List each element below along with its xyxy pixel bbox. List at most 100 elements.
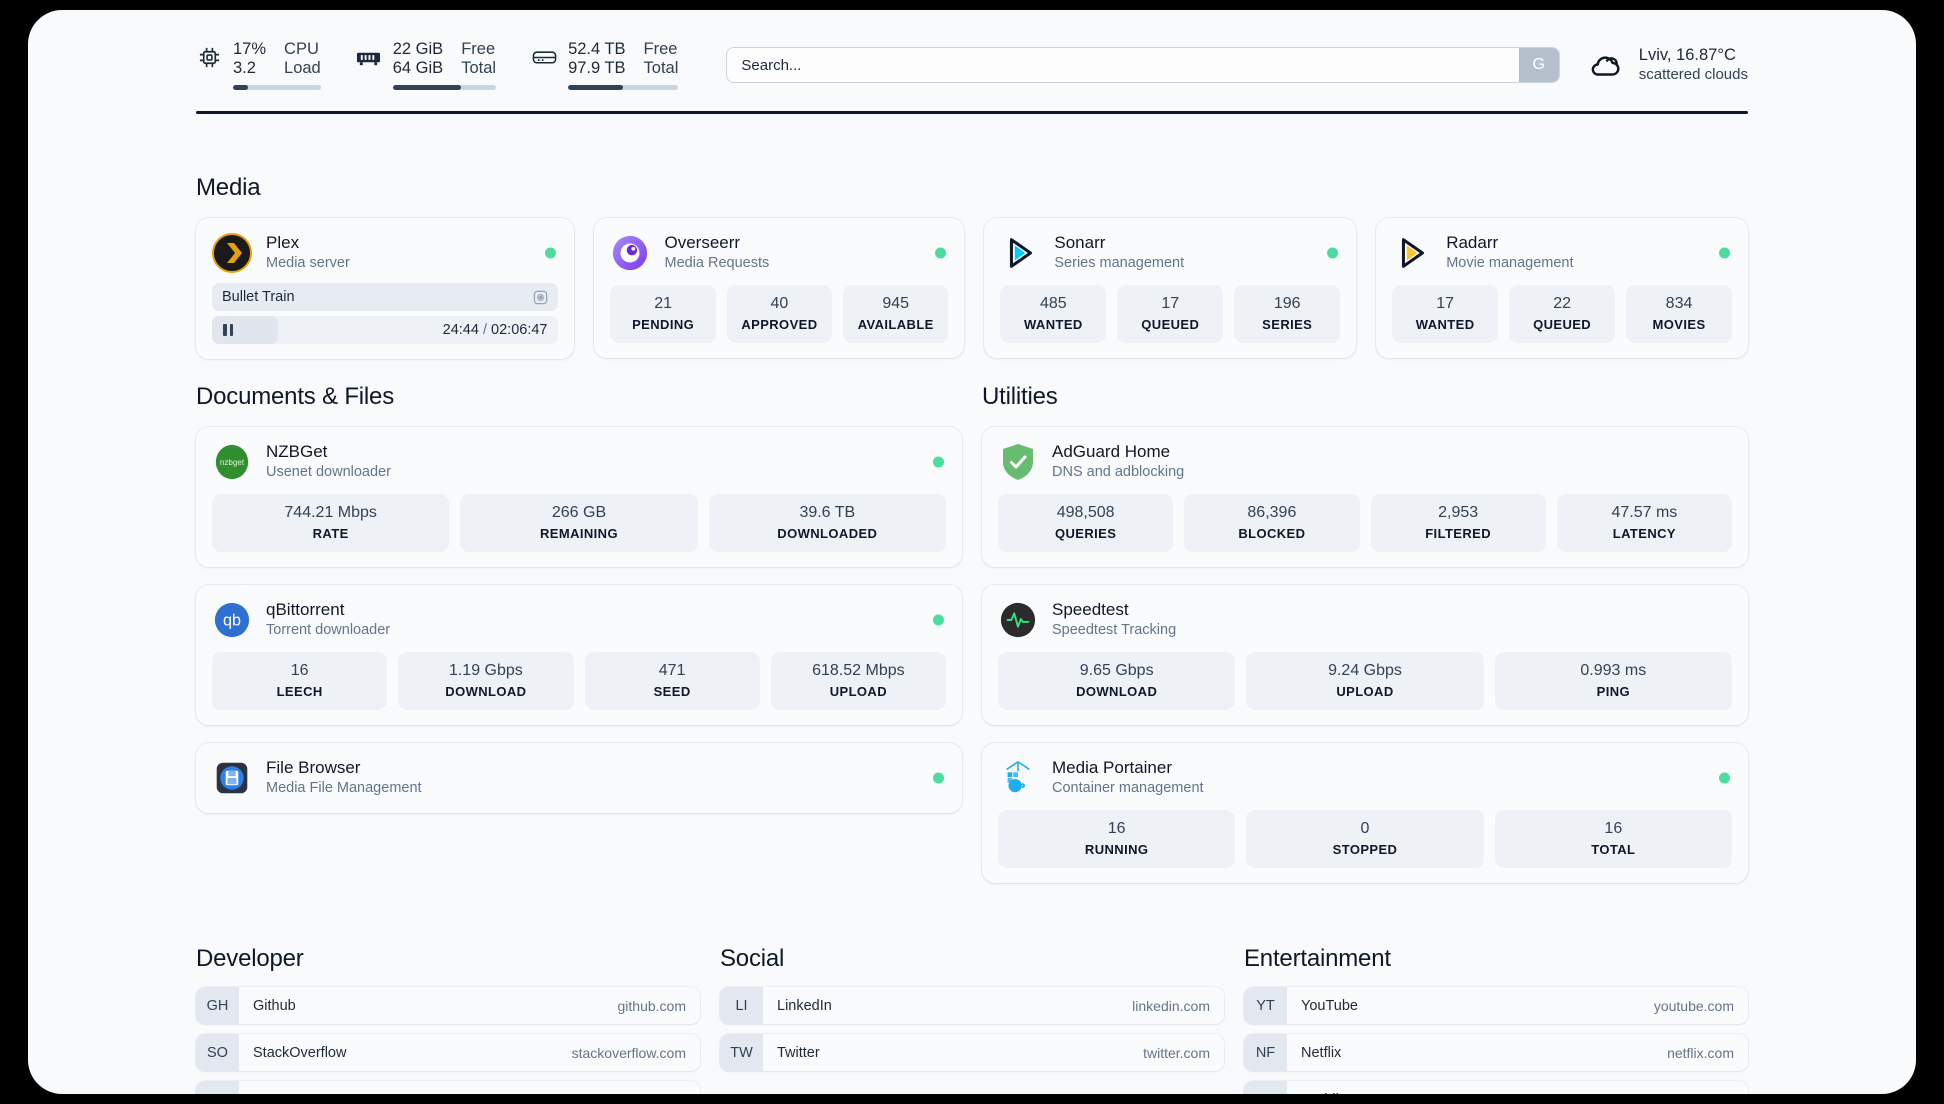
stats-row: 16 RUNNING 0 STOPPED 16 TOTAL [998,810,1732,868]
disk-label-top: Free [643,40,678,58]
stat-item: 0 STOPPED [1246,810,1484,868]
stat-item: 196 SERIES [1234,285,1341,343]
bookmark-item[interactable]: RE Reddit reddit.com [1244,1081,1748,1094]
card-overseerr[interactable]: Overseerr Media Requests 21 PENDING 40 A… [594,218,965,358]
stat-value: 1.19 Gbps [448,662,523,679]
stat-label: RATE [312,526,349,541]
search-input[interactable] [727,48,1519,82]
dashboard-page: 17% 3.2 CPU Load [28,10,1916,1094]
card-radarr[interactable]: Radarr Movie management 17 WANTED 22 QUE… [1376,218,1748,358]
bookmark-url: youtube.com [1653,997,1734,1014]
stat-item: 16 RUNNING [998,810,1236,868]
stat-item: 834 MOVIES [1626,285,1732,343]
stats-row: 9.65 Gbps DOWNLOAD 9.24 Gbps UPLOAD 0.99… [998,652,1732,710]
bookmark-item[interactable]: DT DEV dev.to [196,1081,700,1094]
stat-value: 16 [290,662,309,679]
stat-value: 39.6 TB [799,504,856,521]
bookmark-group-social: Social LI LinkedIn linkedin.com TW Twitt… [720,945,1224,1094]
bookmark-group-entertainment: Entertainment YT YouTube youtube.com NF … [1244,945,1748,1094]
stat-value: 9.24 Gbps [1328,662,1402,679]
stat-value: 2,953 [1438,504,1479,521]
stat-label: LEECH [276,684,323,699]
search-submit-button[interactable]: G [1518,48,1559,82]
bookmark-item[interactable]: LI LinkedIn linkedin.com [720,987,1224,1024]
overseerr-icon [610,233,650,273]
bookmark-name: StackOverflow [253,1044,347,1061]
app-name: File Browser [266,758,361,777]
stat-item: 17 WANTED [1392,285,1499,343]
playback-time: 24:44 / 02:06:47 [442,322,548,338]
svg-text:nzbget: nzbget [220,457,245,466]
stat-label: WANTED [1023,317,1083,332]
bookmark-item[interactable]: NF Netflix netflix.com [1244,1034,1748,1071]
bookmark-url: stackoverflow.com [571,1044,686,1061]
bookmark-name: Reddit [1301,1092,1343,1095]
stat-item: 86,396 BLOCKED [1184,494,1360,552]
stat-value: 471 [658,662,686,679]
bookmark-item[interactable]: GH Github github.com [196,987,700,1024]
card-nzbget[interactable]: nzbget NZBGet Usenet downloader 744.21 M… [196,427,962,567]
app-name: Radarr [1446,233,1499,252]
plex-icon [212,232,252,273]
stat-item: 945 AVAILABLE [843,285,949,343]
card-file-browser[interactable]: File Browser Media File Management [196,743,962,813]
bookmark-url: linkedin.com [1132,997,1210,1014]
playback-progress[interactable]: 24:44 / 02:06:47 [212,316,559,344]
stat-label: DOWNLOADED [777,526,878,541]
disk-label-bottom: Total [643,59,679,77]
disk-stat: 52.4 TB 97.9 TB Free Total [531,40,679,90]
radarr-icon [1392,233,1432,273]
header: 17% 3.2 CPU Load [196,10,1748,90]
card-speedtest[interactable]: Speedtest Speedtest Tracking 9.65 Gbps D… [982,585,1748,725]
app-name: qBittorrent [266,600,345,619]
app-description: Media File Management [266,780,422,796]
pause-icon[interactable] [223,324,233,336]
status-badge [1327,247,1339,258]
bookmark-group-title: Social [720,945,785,972]
stat-value: 266 GB [551,504,607,521]
section-title-documents: Documents & Files [196,383,394,410]
stat-value: 86,396 [1247,504,1297,521]
bookmark-group-title: Developer [196,945,304,972]
ram-value-top: 22 GiB [392,40,444,58]
stats-row: 21 PENDING 40 APPROVED 945 AVAILABLE [610,285,949,343]
stat-item: 22 QUEUED [1509,285,1616,343]
bookmark-item[interactable]: TW Twitter twitter.com [720,1034,1224,1071]
bookmark-badge: TW [720,1034,763,1071]
card-media-portainer[interactable]: Media Portainer Container management 16 … [982,743,1748,883]
card-plex[interactable]: Plex Media server Bullet Train [196,218,575,359]
ram-stat: 22 GiB 64 GiB Free Total [356,40,497,90]
ram-label-top: Free [461,40,496,58]
stat-value: 834 [1665,295,1693,312]
stat-value: 47.57 ms [1611,504,1678,521]
card-sonarr[interactable]: Sonarr Series management 485 WANTED 17 Q… [984,218,1357,358]
stat-label: SERIES [1262,317,1313,332]
status-badge [1719,247,1730,258]
bookmark-url: twitter.com [1143,1044,1210,1061]
card-adguard-home[interactable]: AdGuard Home DNS and adblocking 498,508 … [982,427,1748,567]
card-qbittorrent[interactable]: qb qBittorrent Torrent downloader 16 LEE… [196,585,962,725]
bookmark-item[interactable]: SO StackOverflow stackoverflow.com [196,1034,700,1071]
adguard-icon [998,442,1038,482]
stat-item: 17 QUEUED [1117,285,1224,343]
stat-label: STOPPED [1332,842,1398,857]
status-badge [545,247,557,258]
stat-item: 266 GB REMAINING [460,494,698,552]
app-description: Media Requests [664,255,770,271]
stat-label: QUEUED [1533,317,1592,332]
app-description: Speedtest Tracking [1052,622,1177,638]
stat-item: 2,953 FILTERED [1370,494,1546,552]
stat-value: 945 [882,295,910,312]
column-documents: Documents & Files nzbget NZBGet Usenet d… [196,383,962,901]
search-bar[interactable]: G [726,47,1560,83]
disk-value-bottom: 97.9 TB [568,59,626,77]
bookmark-item[interactable]: YT YouTube youtube.com [1244,987,1748,1024]
bookmark-badge: RE [1244,1081,1287,1094]
app-description: Torrent downloader [266,622,391,638]
sonarr-icon [1000,233,1040,273]
bookmark-url: reddit.com [1669,1092,1734,1095]
stat-value: 16 [1604,820,1623,837]
stat-item: 47.57 ms LATENCY [1556,494,1732,552]
cast-icon[interactable] [533,290,548,305]
stat-item: 9.24 Gbps UPLOAD [1246,652,1484,710]
